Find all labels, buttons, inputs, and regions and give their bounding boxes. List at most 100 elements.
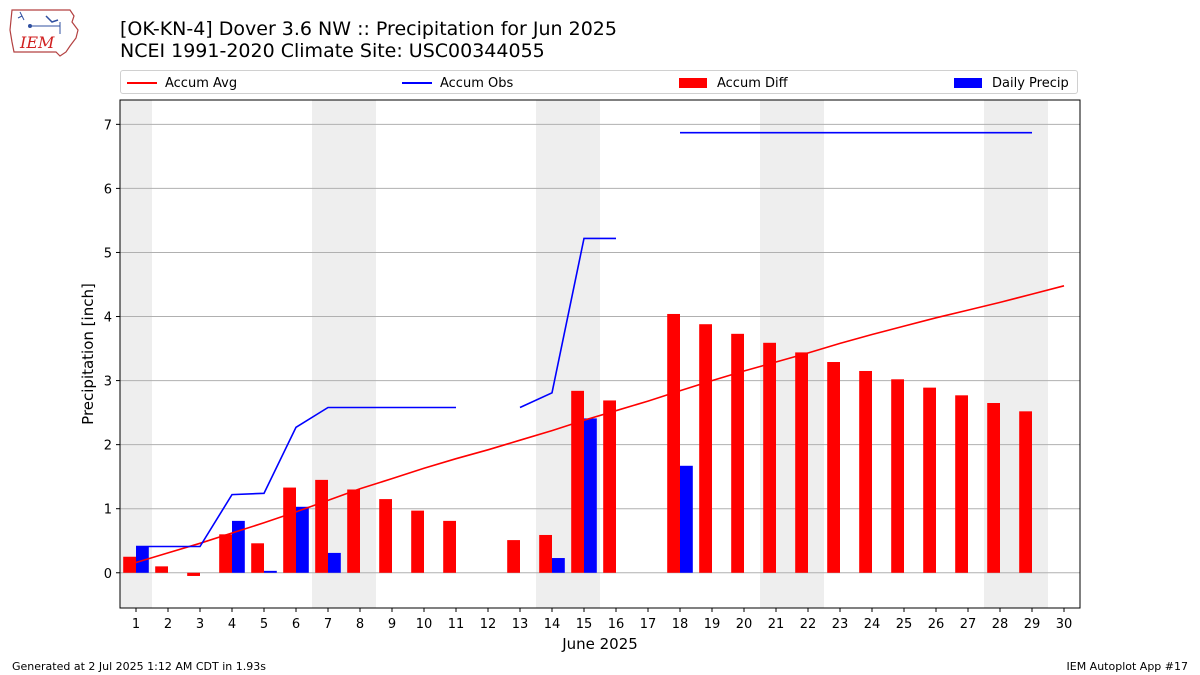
legend-label-accum-avg: Accum Avg (165, 75, 238, 91)
daily-precip-bar (328, 552, 341, 573)
accum-diff-bar (507, 540, 520, 573)
accum-diff-bar (155, 566, 168, 573)
y-axis-label: Precipitation [inch] (79, 283, 97, 425)
x-tick-label: 6 (292, 617, 300, 632)
accum-diff-bar (731, 333, 744, 573)
x-tick-label: 4 (228, 617, 236, 632)
accum-diff-bar (891, 379, 904, 573)
x-tick-label: 28 (992, 617, 1009, 632)
accum-diff-bar (955, 395, 968, 573)
legend-item-daily-precip: Daily Precip (954, 74, 1069, 92)
logo-text: IEM (19, 33, 55, 52)
accum-diff-bar (987, 403, 1000, 573)
legend-swatch-daily-precip (954, 78, 982, 88)
accum-diff-bar (667, 313, 680, 573)
x-axis-label: June 2025 (561, 635, 638, 653)
x-tick-label: 17 (640, 617, 657, 632)
x-tick-label: 21 (768, 617, 785, 632)
x-tick-label: 13 (512, 617, 529, 632)
y-tick-label: 1 (104, 503, 112, 518)
legend-label-daily-precip: Daily Precip (992, 75, 1069, 91)
y-tick-label: 3 (104, 375, 112, 390)
legend-label-accum-diff: Accum Diff (717, 75, 788, 91)
legend: Accum Avg Accum Obs Accum Diff Daily Pre… (120, 70, 1078, 94)
x-tick-label: 23 (832, 617, 849, 632)
y-tick-label: 5 (104, 246, 112, 261)
accum-diff-bar (443, 520, 456, 573)
accum-diff-bar (699, 324, 712, 573)
daily-precip-bar (552, 558, 565, 573)
accum-obs-line (519, 237, 616, 409)
accum-diff-bar (859, 370, 872, 573)
footer-app: IEM Autoplot App #17 (1066, 660, 1189, 673)
legend-swatch-accum-diff (679, 78, 707, 88)
accum-diff-bar (411, 510, 424, 573)
x-tick-label: 18 (672, 617, 689, 632)
accum-diff-bar (571, 390, 584, 573)
accum-diff-bar (315, 479, 328, 573)
y-tick-label: 4 (104, 311, 112, 326)
accum-diff-bar (219, 534, 232, 573)
x-tick-label: 24 (864, 617, 881, 632)
daily-precip-bar (680, 465, 693, 573)
weekend-band (120, 100, 152, 608)
chart-title: [OK-KN-4] Dover 3.6 NW :: Precipitation … (120, 18, 617, 40)
accum-diff-bar (379, 499, 392, 573)
y-tick-label: 6 (104, 182, 112, 197)
x-tick-label: 11 (448, 617, 465, 632)
accum-diff-bar (827, 362, 840, 573)
iem-logo: IEM (8, 6, 80, 62)
x-tick-label: 1 (132, 617, 140, 632)
daily-precip-bar (584, 418, 597, 573)
chart-subtitle: NCEI 1991-2020 Climate Site: USC00344055 (120, 40, 545, 62)
accum-diff-bar (123, 556, 136, 573)
plot-frame (119, 99, 1081, 609)
x-tick-label: 16 (608, 617, 625, 632)
accum-diff-bar (795, 352, 808, 573)
x-tick-label: 10 (416, 617, 433, 632)
x-tick-label: 5 (260, 617, 268, 632)
x-tick-label: 14 (544, 617, 561, 632)
legend-swatch-accum-obs (402, 82, 432, 84)
x-tick-label: 29 (1024, 617, 1041, 632)
accum-diff-bar (603, 400, 616, 573)
x-tick-label: 20 (736, 617, 753, 632)
x-tick-label: 19 (704, 617, 721, 632)
legend-label-accum-obs: Accum Obs (440, 75, 514, 91)
daily-precip-bar (264, 570, 277, 573)
y-tick-label: 0 (104, 567, 112, 582)
accum-avg-line (135, 285, 1065, 564)
x-tick-label: 3 (196, 617, 204, 632)
x-tick-label: 22 (800, 617, 817, 632)
accum-obs-line (136, 406, 456, 548)
x-tick-label: 8 (356, 617, 364, 632)
weekend-band (536, 100, 568, 608)
footer-generated: Generated at 2 Jul 2025 1:12 AM CDT in 1… (12, 660, 266, 673)
x-tick-label: 30 (1056, 617, 1073, 632)
accum-diff-bar (539, 534, 552, 573)
x-tick-label: 2 (164, 617, 172, 632)
legend-item-accum-diff: Accum Diff (679, 74, 788, 92)
legend-item-accum-avg: Accum Avg (127, 74, 237, 92)
x-tick-label: 26 (928, 617, 945, 632)
x-tick-label: 7 (324, 617, 332, 632)
legend-swatch-accum-avg (127, 82, 157, 84)
legend-item-accum-obs: Accum Obs (402, 74, 513, 92)
accum-diff-bar (283, 487, 296, 573)
x-tick-label: 25 (896, 617, 913, 632)
y-tick-label: 7 (104, 118, 112, 133)
x-tick-label: 15 (576, 617, 593, 632)
accum-diff-bar (763, 342, 776, 573)
accum-diff-bar (347, 489, 360, 573)
daily-precip-bar (136, 546, 149, 573)
accum-diff-bar (923, 387, 936, 573)
daily-precip-bar (296, 506, 309, 573)
x-tick-label: 9 (388, 617, 396, 632)
daily-precip-bar (232, 520, 245, 573)
x-tick-label: 27 (960, 617, 977, 632)
y-tick-label: 2 (104, 439, 112, 454)
accum-diff-bar (187, 572, 200, 576)
accum-diff-bar (251, 543, 264, 573)
x-tick-label: 12 (480, 617, 497, 632)
